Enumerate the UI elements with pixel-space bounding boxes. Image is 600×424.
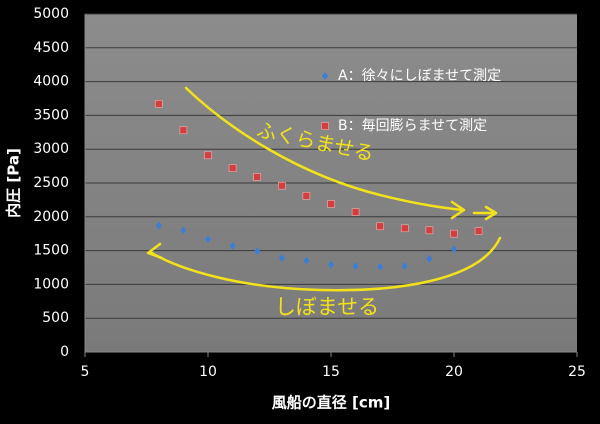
- point: [229, 241, 236, 250]
- point: [400, 224, 409, 233]
- point: [328, 260, 334, 269]
- point: [179, 126, 188, 135]
- x-tick-label: 25: [568, 364, 586, 380]
- legend-marker: [322, 72, 328, 80]
- arrowhead: [146, 242, 164, 260]
- point: [205, 235, 211, 244]
- y-tick-label: 5000: [33, 6, 69, 22]
- x-tick-label: 10: [199, 364, 217, 380]
- annotation: しぼませる: [275, 295, 379, 319]
- arrow-deflate: [148, 236, 502, 292]
- point: [351, 208, 360, 216]
- y-tick-label: 1000: [33, 276, 69, 292]
- legend-marker: [321, 122, 329, 130]
- point: [278, 254, 285, 263]
- point: [450, 229, 458, 238]
- y-tick-label: 1500: [33, 243, 69, 259]
- legend-label: A：徐々にしぼませて測定: [338, 68, 501, 84]
- x-tick-label: 20: [445, 364, 463, 380]
- arrow-dash: [472, 205, 498, 221]
- point: [228, 164, 237, 172]
- point: [426, 254, 433, 263]
- point: [401, 262, 408, 271]
- y-tick-label: 4000: [33, 74, 69, 90]
- grid: [85, 13, 577, 353]
- x-tick-label: 5: [81, 364, 90, 380]
- point: [376, 222, 385, 231]
- legend-label: B：毎回膨らませて測定: [338, 117, 487, 134]
- point: [303, 256, 310, 265]
- y-tick-label: 0: [60, 344, 69, 360]
- point: [277, 181, 286, 190]
- point: [253, 173, 261, 181]
- y-tick-label: 500: [42, 310, 69, 326]
- point: [327, 200, 335, 208]
- y-tick-label: 3500: [33, 107, 69, 123]
- point: [302, 192, 311, 200]
- y-tick-label: 2000: [33, 209, 69, 225]
- point: [155, 100, 163, 108]
- point: [352, 262, 359, 271]
- y-tick-label: 2500: [33, 175, 69, 191]
- y-tick-label: 4500: [33, 40, 69, 56]
- x-tick-label: 15: [322, 364, 340, 380]
- y-axis-title: 内圧 [Pa]: [5, 148, 23, 218]
- point: [425, 226, 434, 235]
- y-tick-label: 3000: [33, 141, 69, 157]
- point: [180, 226, 187, 235]
- point: [155, 221, 162, 230]
- marks: [155, 72, 483, 271]
- point: [254, 247, 261, 256]
- x-axis-title: 風船の直径 [cm]: [272, 394, 390, 412]
- point: [474, 227, 483, 235]
- arrowhead: [450, 200, 466, 220]
- point: [451, 245, 457, 254]
- arrow-inflate: [184, 86, 464, 212]
- point: [377, 262, 384, 271]
- point: [204, 151, 212, 160]
